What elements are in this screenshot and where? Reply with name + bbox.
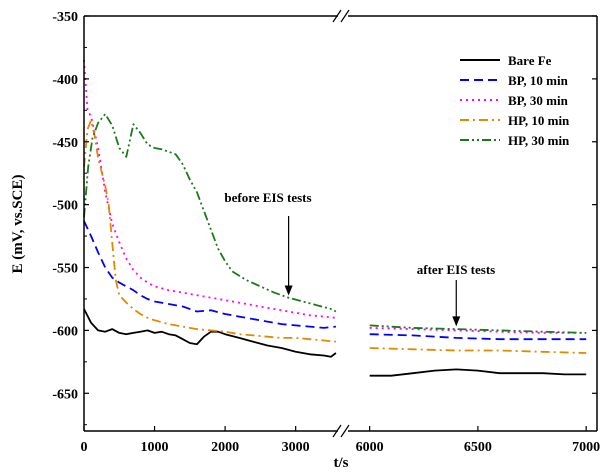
y-tick-label: -650	[52, 387, 78, 402]
series-line-bp-30-min-after	[369, 327, 587, 334]
series-layer	[83, 59, 587, 377]
y-tick-label: -550	[52, 262, 78, 277]
y-tick-label: -500	[52, 199, 78, 214]
x-axis-title: t/s	[334, 455, 349, 471]
axis-break-top	[332, 9, 350, 23]
series-line-hp-30-min-after	[369, 324, 587, 334]
legend-label: Bare Fe	[508, 53, 552, 68]
legend-label: BP, 30 min	[508, 93, 569, 108]
legend-label: HP, 10 min	[508, 113, 570, 128]
series-line-hp-30-min-before	[83, 113, 337, 313]
x-tick-label: 0	[81, 440, 88, 455]
series-line-bare-fe-before	[83, 308, 337, 358]
annotations: before EIS tests after EIS tests	[224, 190, 495, 327]
x-tick-label: 3000	[282, 440, 310, 455]
x-tick-label: 7000	[572, 440, 600, 455]
y-axis-title: E (mV, vs.SCE)	[10, 175, 26, 274]
annotation-arrowhead-before	[284, 285, 293, 296]
series-line-bp-10-min-after	[369, 333, 587, 341]
y-tick-label: -350	[52, 10, 78, 25]
annotation-arrowhead-after	[452, 316, 461, 327]
series-line-bp-10-min-before	[83, 220, 336, 329]
series-line-bp-30-min-before	[83, 59, 336, 319]
x-tick-label: 6000	[356, 440, 384, 455]
series-line-bare-fe-after	[369, 368, 587, 377]
legend-label: HP, 30 min	[508, 133, 570, 148]
legend: Bare Fe BP, 10 min BP, 30 min HP, 10 min HP,…	[460, 53, 570, 148]
ticks-layer: -350 -400 -450 -500 -550 -600 -650 0 1000 2000 300…	[52, 10, 600, 455]
legend-label: BP, 10 min	[508, 73, 569, 88]
series-line-hp-10-min-before	[83, 119, 336, 343]
annotation-before-eis: before EIS tests	[224, 190, 311, 205]
annotation-after-eis: after EIS tests	[417, 262, 495, 277]
y-tick-label: -400	[52, 73, 78, 88]
y-tick-label: -450	[52, 136, 78, 151]
series-line-hp-10-min-after	[369, 347, 587, 354]
x-tick-label: 6500	[464, 440, 492, 455]
x-tick-label: 2000	[211, 440, 239, 455]
y-tick-label: -600	[52, 324, 78, 339]
axis-break-bottom	[332, 424, 350, 438]
x-tick-label: 1000	[141, 440, 169, 455]
